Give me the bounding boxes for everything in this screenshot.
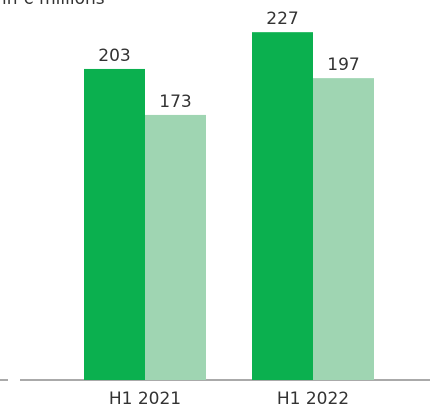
- bar: [313, 78, 374, 380]
- value-label: 173: [159, 92, 191, 112]
- x-tick-label: H1 2022: [277, 389, 349, 405]
- bar: [145, 114, 206, 380]
- value-label: 197: [327, 55, 359, 75]
- bar: [252, 32, 313, 380]
- bar: [84, 68, 145, 381]
- x-tick-label: H1 2021: [109, 389, 181, 405]
- value-label: 227: [266, 9, 298, 29]
- value-label: 203: [98, 46, 130, 66]
- subtitle: in € millions: [2, 0, 105, 9]
